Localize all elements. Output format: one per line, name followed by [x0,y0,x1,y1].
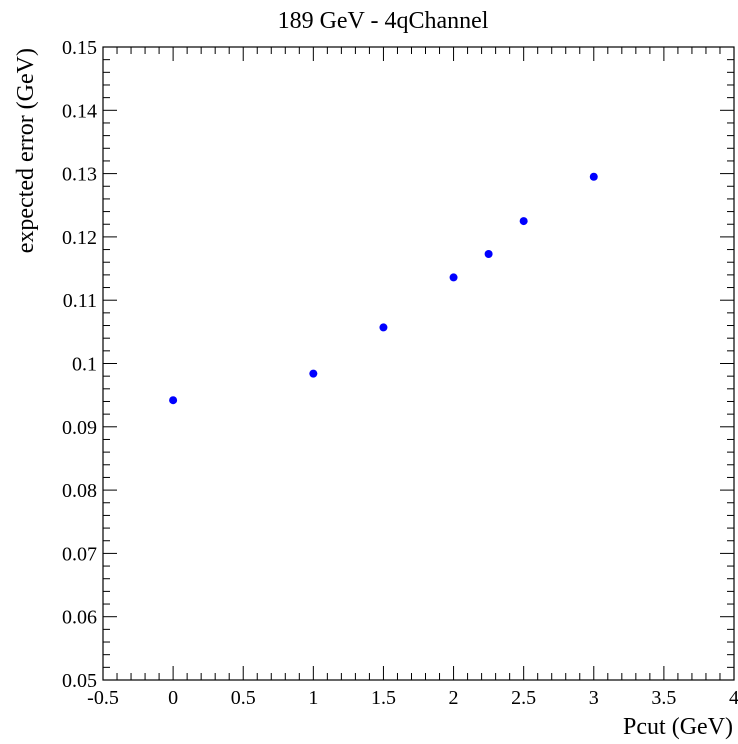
data-point [379,323,388,332]
data-point [519,217,528,226]
y-tick-label: 0.06 [62,607,97,629]
y-tick-label: 0.08 [62,480,97,502]
y-tick-label: 0.11 [63,290,97,312]
x-tick-label: 0 [168,687,178,709]
x-tick-label: 1 [308,687,318,709]
y-tick-label: 0.13 [62,164,97,186]
x-tick-label: 3.5 [651,687,676,709]
y-tick-label: 0.14 [62,100,97,122]
x-tick-label: 2 [449,687,459,709]
data-point [589,172,598,181]
data-point [484,249,493,258]
x-tick-label: -0.5 [87,687,119,709]
y-tick-label: 0.09 [62,417,97,439]
chart-title: 189 GeV - 4qChannel [278,8,489,34]
y-tick-label: 0.05 [62,670,97,692]
y-tick-label: 0.15 [62,37,97,59]
plot-frame [102,46,735,681]
y-axis-label: expected error (GeV) [13,48,39,253]
tick-labels: -0.5 0 0.5 1 1.5 2 2.5 3 3.5 4 0.05 0.06 0.07 0.08 0.0… [62,37,738,709]
data-point [309,369,318,378]
x-tick-label: 0.5 [231,687,256,709]
data-point [449,273,458,282]
data-points [169,172,598,405]
y-tick-label: 0.12 [62,227,97,249]
y-tick-label: 0.07 [62,543,97,565]
x-tick-label: 4 [729,687,738,709]
x-tick-label: 3 [589,687,599,709]
x-tick-label: 1.5 [371,687,396,709]
x-axis-label: Pcut (GeV) [623,714,733,740]
y-tick-label: 0.1 [72,354,97,376]
axis-ticks [102,46,735,681]
data-point [169,396,178,405]
x-tick-label: 2.5 [511,687,536,709]
